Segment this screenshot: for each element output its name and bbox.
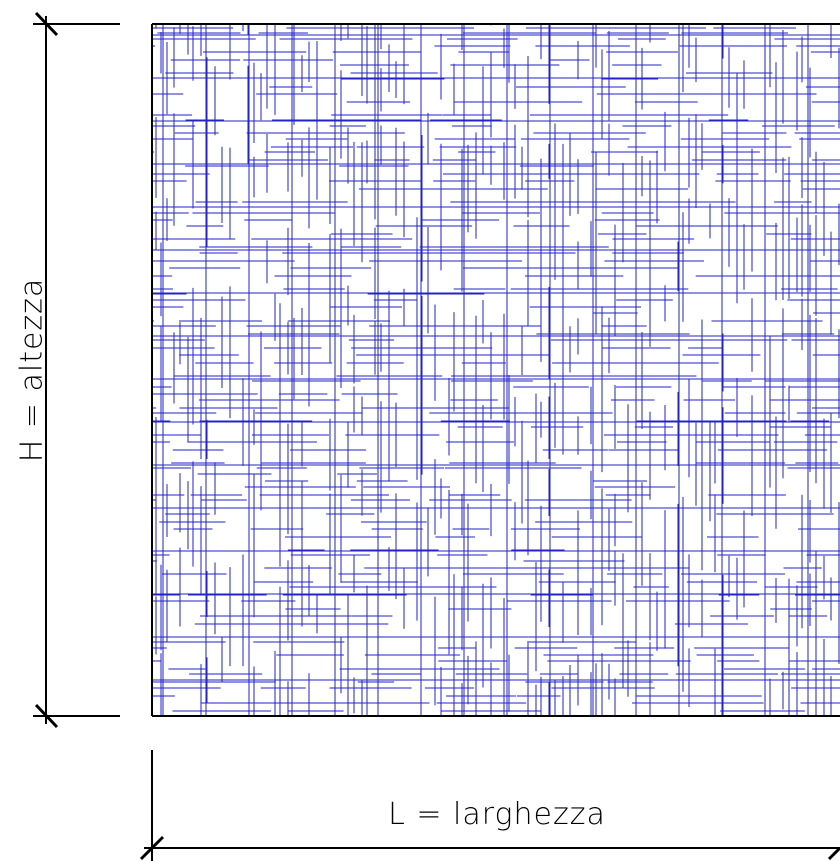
height-dimension: H = altezza [15, 11, 120, 729]
height-tick-bottom [34, 703, 59, 729]
width-tick-right [827, 846, 840, 861]
height-tick-top [34, 11, 59, 37]
panel-outline [151, 23, 840, 717]
width-tick-left [139, 835, 165, 861]
height-label: H = altezza [15, 278, 50, 463]
width-label: L = larghezza [388, 797, 606, 832]
width-dimension: L = larghezza [139, 750, 840, 861]
panel-hatch-pattern [152, 24, 840, 716]
